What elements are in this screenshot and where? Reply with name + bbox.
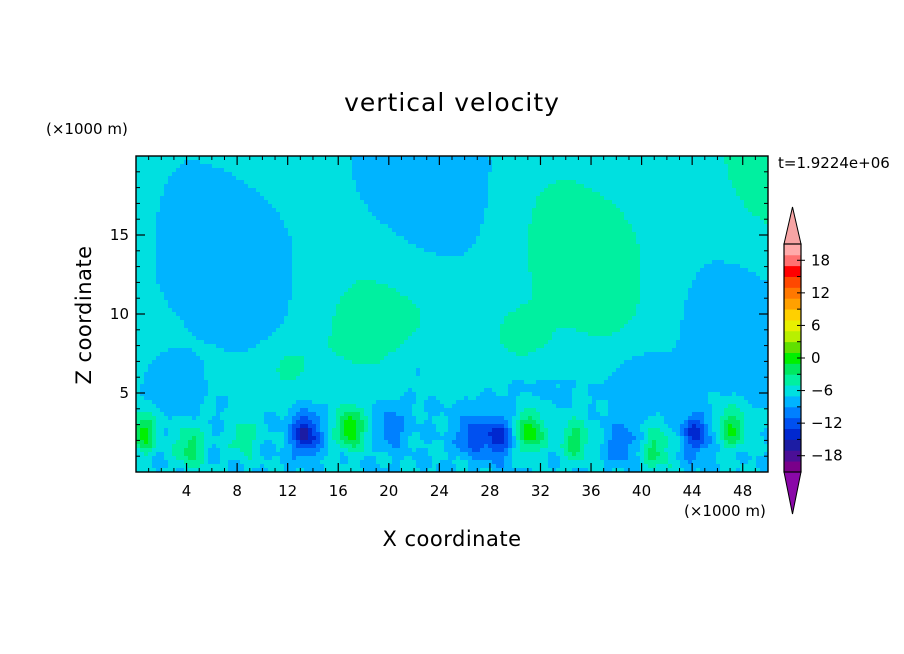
contour-field (136, 156, 768, 472)
colorbar-extend-low (783, 471, 802, 515)
colorbar-bin (784, 363, 801, 375)
colorbar-bin (784, 439, 801, 451)
colorbar-tick-label: 0 (811, 349, 821, 367)
colorbar-bin (784, 385, 801, 397)
colorbar-bin (784, 428, 801, 440)
colorbar-bin (784, 287, 801, 299)
x-tick-label: 12 (278, 482, 297, 500)
colorbar-bin (784, 461, 801, 473)
colorbar-bin (784, 374, 801, 386)
x-tick-label: 28 (480, 482, 499, 500)
colorbar-bin (784, 320, 801, 332)
x-tick-label: 48 (733, 482, 752, 500)
y-tick-label: 5 (119, 384, 129, 402)
z-axis-unit-label: (×1000 m) (46, 120, 128, 138)
time-label: t=1.9224e+06 (778, 154, 890, 172)
x-tick-label: 44 (683, 482, 702, 500)
x-tick-label: 4 (182, 482, 192, 500)
colorbar-bin (784, 396, 801, 408)
colorbar-tick-label: 6 (811, 316, 821, 334)
y-tick-label: 15 (110, 226, 129, 244)
colorbar-bin (784, 341, 801, 353)
colorbar-bin (784, 406, 801, 419)
colorbar-extend-high (783, 206, 802, 245)
colorbar-bin (784, 276, 801, 288)
colorbar-bin (784, 330, 801, 343)
colorbar-bin (784, 352, 801, 364)
colorbar-tick-label: −18 (811, 447, 843, 465)
colorbar-bin (784, 254, 801, 267)
plot-area (136, 156, 768, 472)
colorbar-tick-label: −12 (811, 414, 843, 432)
x-tick-label: 24 (430, 482, 449, 500)
colorbar-bin (784, 309, 801, 321)
x-tick-label: 40 (632, 482, 651, 500)
colorbar-bin (784, 450, 801, 462)
y-tick-label: 10 (110, 305, 129, 323)
x-axis-label: X coordinate (382, 527, 522, 551)
colorbar-bin (784, 417, 801, 429)
x-tick-label: 20 (379, 482, 398, 500)
colorbar-bin (784, 265, 801, 277)
x-tick-label: 8 (232, 482, 242, 500)
colorbar-tick-label: 18 (811, 251, 830, 269)
x-tick-label: 36 (581, 482, 600, 500)
colorbar-bin (784, 244, 801, 256)
colorbar-tick-label: 12 (811, 284, 830, 302)
x-tick-label: 32 (531, 482, 550, 500)
chart-title: vertical velocity (344, 88, 560, 117)
x-axis-unit-label: (×1000 m) (684, 502, 766, 520)
colorbar-tick-label: −6 (811, 382, 833, 400)
colorbar: 18 12 6 0 −6 −12 −18 (783, 206, 843, 515)
colorbar-bin (784, 298, 801, 310)
x-tick-label: 16 (329, 482, 348, 500)
